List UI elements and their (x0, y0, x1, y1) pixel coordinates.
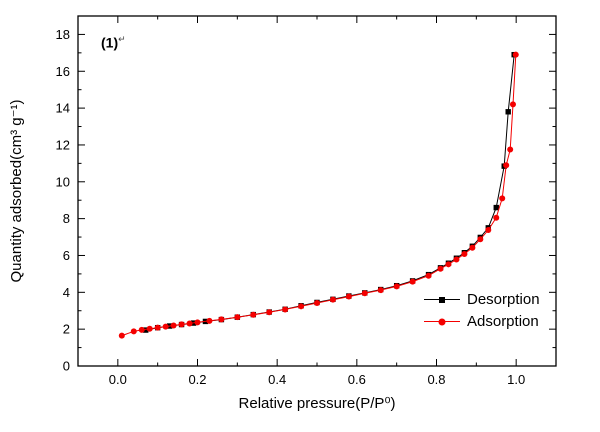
data-point-marker (194, 319, 201, 326)
y-tick-label: 18 (56, 27, 70, 42)
data-point-marker (445, 261, 452, 268)
data-point-marker (282, 306, 289, 313)
data-point-marker (170, 322, 177, 329)
data-point-marker (377, 287, 384, 294)
x-tick-label: 1.0 (507, 372, 525, 387)
y-tick-label: 4 (63, 285, 70, 300)
panel-annotation: (1)↵ (101, 34, 126, 51)
data-point-marker (314, 300, 320, 306)
data-point-marker (425, 272, 432, 279)
data-point-marker (493, 214, 500, 221)
data-point-marker (469, 244, 476, 251)
data-point-marker (409, 278, 416, 285)
data-point-marker (329, 296, 336, 303)
legend: Desorption Adsorption (424, 292, 540, 329)
x-tick-label: 0.0 (109, 372, 127, 387)
x-tick-label: 0.8 (427, 372, 445, 387)
data-point-marker (453, 256, 460, 263)
data-point-marker (393, 283, 400, 290)
y-tick-label: 12 (56, 137, 70, 152)
legend-label-desorption: Desorption (467, 291, 540, 308)
data-point-marker (505, 109, 511, 115)
data-point-marker (186, 320, 193, 327)
data-point-marker (499, 195, 506, 202)
y-tick-label: 14 (56, 101, 70, 116)
y-ticks: 0 2 4 6 8 10 12 14 16 18 (56, 27, 556, 374)
data-point-marker (250, 311, 257, 318)
data-point-marker (206, 317, 213, 324)
data-point-marker (143, 327, 149, 333)
legend-item-desorption: Desorption (424, 292, 540, 307)
y-tick-label: 8 (63, 211, 70, 226)
legend-label-adsorption: Adsorption (467, 313, 539, 330)
x-tick-label: 0.2 (188, 372, 206, 387)
panel-annotation-text: (1) (101, 34, 119, 51)
data-point-marker (437, 265, 444, 272)
data-point-marker (118, 332, 125, 339)
y-tick-label: 2 (63, 322, 70, 337)
data-point-marker (162, 323, 169, 330)
adsorption-marker-icon (424, 317, 460, 327)
desorption-marker-icon (424, 295, 460, 305)
y-tick-label: 16 (56, 64, 70, 79)
data-point-marker (298, 303, 305, 310)
data-point-marker (130, 328, 137, 335)
series-adsorption (118, 51, 519, 339)
data-point-marker (509, 101, 516, 108)
series-line (145, 54, 515, 331)
data-point-marker (461, 251, 468, 257)
data-point-marker (361, 290, 368, 297)
y-axis-label: Quantity adsorbed(cm³ g⁻¹) (8, 99, 25, 283)
legend-item-adsorption: Adsorption (424, 314, 540, 329)
data-point-marker (178, 321, 185, 328)
data-point-marker (146, 325, 153, 332)
data-point-marker (485, 227, 492, 234)
data-point-marker (234, 314, 241, 321)
data-point-marker (138, 326, 145, 333)
data-point-marker (507, 146, 514, 153)
y-tick-label: 0 (63, 359, 70, 374)
return-mark: ↵ (118, 34, 126, 44)
x-ticks: 0.0 0.2 0.4 0.6 0.8 1.0 (109, 16, 525, 387)
data-point-marker (512, 51, 519, 58)
data-point-marker (477, 236, 484, 243)
x-axis-label: Relative pressure(P/P⁰) (238, 395, 396, 412)
data-point-marker (154, 324, 161, 331)
x-tick-label: 0.4 (268, 372, 286, 387)
data-point-marker (218, 316, 225, 323)
data-point-marker (503, 162, 510, 169)
y-tick-label: 10 (56, 174, 70, 189)
x-tick-label: 0.6 (348, 372, 366, 387)
series-desorption (143, 51, 517, 333)
data-point-marker (345, 293, 352, 300)
data-point-marker (493, 204, 499, 211)
data-point-marker (266, 309, 273, 316)
y-tick-label: 6 (63, 248, 70, 263)
